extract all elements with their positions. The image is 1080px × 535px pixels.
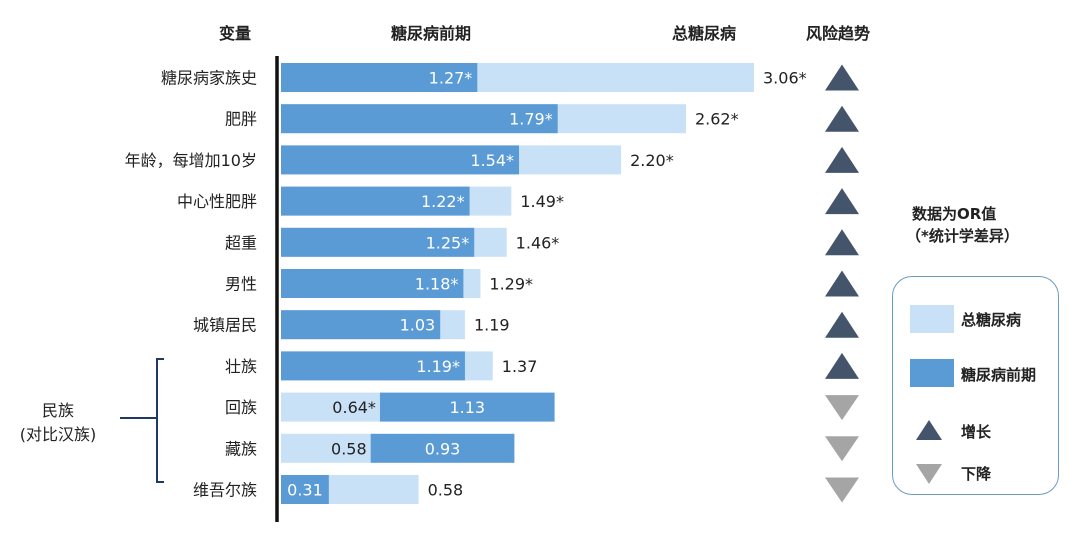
label-prediabetes: 1.79* xyxy=(509,110,553,129)
bar-prediabetes xyxy=(281,227,475,257)
label-total: 3.06* xyxy=(763,69,807,88)
label-total: 1.46* xyxy=(516,233,560,252)
header-trend: 风险趋势 xyxy=(806,24,871,43)
down-arrow-icon xyxy=(825,395,859,421)
group-label-line2: (对比汉族) xyxy=(20,425,97,444)
bar-prediabetes xyxy=(281,186,470,216)
group-label-line1: 民族 xyxy=(42,401,74,420)
label-prediabetes: 1.25* xyxy=(426,233,470,252)
bar-total xyxy=(281,475,329,504)
label-total: 1.37 xyxy=(502,357,538,376)
label-total: 2.62* xyxy=(695,110,739,129)
category-label: 维吾尔族 xyxy=(193,481,257,500)
legend-down-arrow-icon xyxy=(916,464,942,484)
bar-prediabetes xyxy=(281,145,520,175)
category-label: 糖尿病家族史 xyxy=(161,69,257,88)
header-variable: 变量 xyxy=(219,24,252,43)
category-label: 肥胖 xyxy=(225,110,257,129)
legend: 总糖尿病 糖尿病前期 增长 下降 xyxy=(892,276,1059,495)
bar-prediabetes xyxy=(281,310,441,340)
down-arrow-icon xyxy=(825,477,859,503)
bar-prediabetes xyxy=(281,63,478,92)
up-arrow-icon xyxy=(825,64,859,91)
legend-up-arrow-icon xyxy=(916,420,942,440)
bar-total xyxy=(281,392,380,422)
label-prediabetes: 1.03 xyxy=(400,316,436,335)
category-label: 回族 xyxy=(225,398,257,417)
note-or-values: 数据为OR值 xyxy=(912,205,997,223)
bar-total xyxy=(281,433,371,463)
label-total: 1.29* xyxy=(489,275,533,294)
legend-swatch-total xyxy=(910,305,954,333)
label-prediabetes: 1.19* xyxy=(416,357,460,376)
up-arrow-icon xyxy=(825,352,859,379)
up-arrow-icon xyxy=(825,146,859,173)
legend-label-prediabetes: 糖尿病前期 xyxy=(961,366,1037,384)
label-prediabetes: 1.22* xyxy=(421,192,465,211)
up-arrow-icon xyxy=(825,270,859,297)
up-arrow-icon xyxy=(825,311,859,338)
label-total: 2.20* xyxy=(630,151,674,170)
label-total: 0.64* xyxy=(332,398,376,417)
category-label: 年龄，每增加10岁 xyxy=(125,151,257,170)
label-prediabetes: 1.54* xyxy=(470,151,514,170)
label-prediabetes: 1.13 xyxy=(449,398,485,417)
label-prediabetes: 1.27* xyxy=(429,69,473,88)
up-arrow-icon xyxy=(825,229,859,256)
category-label: 城镇居民 xyxy=(193,316,257,335)
category-label: 壮族 xyxy=(225,357,257,376)
label-prediabetes: 1.18* xyxy=(415,275,459,294)
category-label: 中心性肥胖 xyxy=(177,192,257,211)
group-bracket xyxy=(156,358,164,483)
bar-prediabetes xyxy=(281,351,465,381)
label-total: 0.31 xyxy=(287,481,323,500)
category-label: 男性 xyxy=(225,275,257,294)
note-significance: （*统计学差异） xyxy=(906,227,1019,245)
bar-prediabetes xyxy=(281,269,464,298)
legend-item-decrease: 下降 xyxy=(893,453,1058,493)
legend-label-decrease: 下降 xyxy=(961,465,992,483)
legend-item-total: 总糖尿病 xyxy=(893,297,1058,337)
legend-swatch-prediabetes xyxy=(910,359,954,387)
category-label: 超重 xyxy=(225,233,257,252)
category-label: 藏族 xyxy=(225,439,257,458)
bar-prediabetes xyxy=(328,475,419,504)
label-total: 1.19 xyxy=(474,316,510,335)
header-prediabetes: 糖尿病前期 xyxy=(391,24,472,43)
header-total: 总糖尿病 xyxy=(672,24,737,43)
bar-prediabetes xyxy=(379,392,555,422)
label-total: 0.58 xyxy=(331,439,367,458)
up-arrow-icon xyxy=(825,105,859,132)
legend-label-increase: 增长 xyxy=(961,423,992,441)
legend-item-prediabetes: 糖尿病前期 xyxy=(893,353,1058,393)
down-arrow-icon xyxy=(825,436,859,462)
bar-prediabetes xyxy=(281,104,558,134)
up-arrow-icon xyxy=(825,188,859,215)
label-prediabetes: 0.58 xyxy=(428,481,464,500)
bar-prediabetes xyxy=(370,433,515,463)
label-total: 1.49* xyxy=(520,192,564,211)
legend-label-total: 总糖尿病 xyxy=(961,311,1022,329)
legend-item-increase: 增长 xyxy=(893,409,1058,449)
label-prediabetes: 0.93 xyxy=(425,439,461,458)
